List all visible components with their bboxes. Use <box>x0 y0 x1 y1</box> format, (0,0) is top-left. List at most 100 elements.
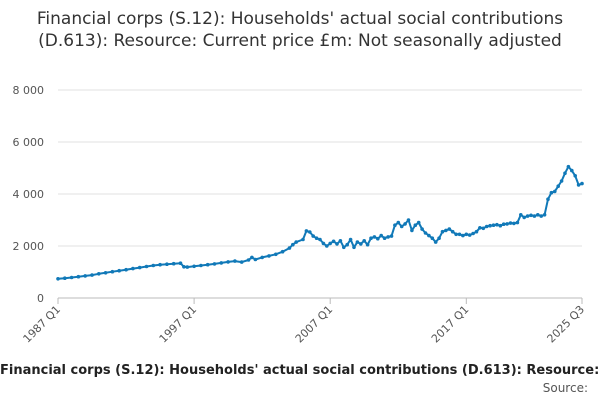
data-point <box>437 236 441 240</box>
data-point <box>369 236 373 240</box>
data-point <box>97 272 101 276</box>
data-point <box>389 234 394 238</box>
data-point <box>318 237 322 242</box>
legend-series-name: Financial corps (S.12): Households' actu… <box>0 363 600 378</box>
data-point <box>580 181 584 186</box>
data-point <box>471 231 475 236</box>
data-point <box>226 260 230 264</box>
data-point <box>515 220 520 225</box>
x-tick-label: 1997 Q1 <box>157 303 200 346</box>
y-tick-label: 2 000 <box>13 240 45 253</box>
data-point <box>406 218 411 222</box>
data-point <box>182 265 186 269</box>
data-point <box>199 263 203 268</box>
data-point <box>205 262 210 267</box>
axes: 0 2 000 4 000 6 000 8 000 1987 Q1 1997 Q1 2007 … <box>13 84 588 345</box>
data-point <box>144 264 149 269</box>
data-point <box>110 269 115 274</box>
x-tick-label: 2025 Q3 <box>545 303 588 346</box>
data-point <box>372 235 377 239</box>
series-layer <box>56 164 584 281</box>
data-point <box>410 228 414 233</box>
data-point <box>454 232 458 237</box>
data-point <box>342 245 346 250</box>
data-point <box>484 224 489 229</box>
data-point <box>219 261 224 265</box>
data-point <box>192 264 196 269</box>
data-point <box>63 276 67 281</box>
gridlines <box>58 89 582 247</box>
data-point <box>542 213 547 217</box>
data-point <box>355 240 360 244</box>
data-point <box>403 222 407 226</box>
data-point <box>379 233 384 238</box>
data-point <box>447 227 452 231</box>
data-point <box>267 254 271 258</box>
data-point <box>76 274 81 279</box>
data-point <box>457 232 462 237</box>
data-point <box>345 242 350 247</box>
data-point <box>287 246 292 250</box>
data-point <box>178 261 183 266</box>
data-point <box>430 236 435 240</box>
x-tick-label: 2017 Q1 <box>429 303 472 346</box>
data-point <box>440 229 445 234</box>
data-point <box>274 252 278 257</box>
data-point <box>137 265 142 270</box>
data-point <box>280 249 285 254</box>
data-point <box>124 267 128 272</box>
data-point <box>348 237 353 242</box>
data-point <box>525 214 530 218</box>
data-point <box>474 229 479 234</box>
data-point <box>467 233 472 237</box>
data-point <box>321 241 326 246</box>
data-point <box>239 260 244 264</box>
data-point <box>413 223 418 227</box>
data-point <box>335 242 339 246</box>
data-point <box>185 265 190 269</box>
data-point <box>365 242 370 247</box>
data-point <box>311 234 316 238</box>
legend-entry: Financial corps (S.12): Households' actu… <box>0 363 600 381</box>
data-point <box>532 214 537 218</box>
data-point <box>576 183 581 187</box>
data-point <box>83 274 87 278</box>
data-point <box>570 168 574 173</box>
data-point <box>233 259 237 263</box>
data-point <box>304 229 309 233</box>
x-tick-label: 1987 Q1 <box>21 303 64 346</box>
data-point <box>382 236 387 240</box>
data-point <box>461 233 465 238</box>
data-point <box>450 229 455 234</box>
y-tick-label: 0 <box>37 292 44 305</box>
data-point <box>563 171 567 175</box>
data-point <box>420 227 424 231</box>
data-point <box>171 261 176 266</box>
data-point <box>294 240 299 244</box>
data-point <box>512 221 516 226</box>
data-point <box>478 226 482 230</box>
data-point <box>396 220 401 225</box>
data-point <box>246 258 251 262</box>
data-point <box>359 242 363 246</box>
data-point <box>498 223 503 228</box>
data-point <box>328 241 333 246</box>
data-point <box>536 213 540 217</box>
data-point <box>352 245 356 250</box>
data-point <box>427 233 431 238</box>
data-point <box>488 223 492 228</box>
data-point <box>423 231 428 235</box>
chart-title: Financial corps (S.12): Households' actu… <box>36 9 564 51</box>
data-point <box>308 230 312 234</box>
data-point <box>416 220 421 225</box>
data-point <box>566 164 571 169</box>
data-point <box>501 222 506 226</box>
data-point <box>376 236 380 241</box>
data-point <box>165 262 169 267</box>
data-point <box>444 228 448 233</box>
data-point <box>553 189 557 194</box>
x-tick-label: 2007 Q1 <box>293 303 336 346</box>
data-point <box>103 271 108 275</box>
data-point <box>573 174 577 178</box>
